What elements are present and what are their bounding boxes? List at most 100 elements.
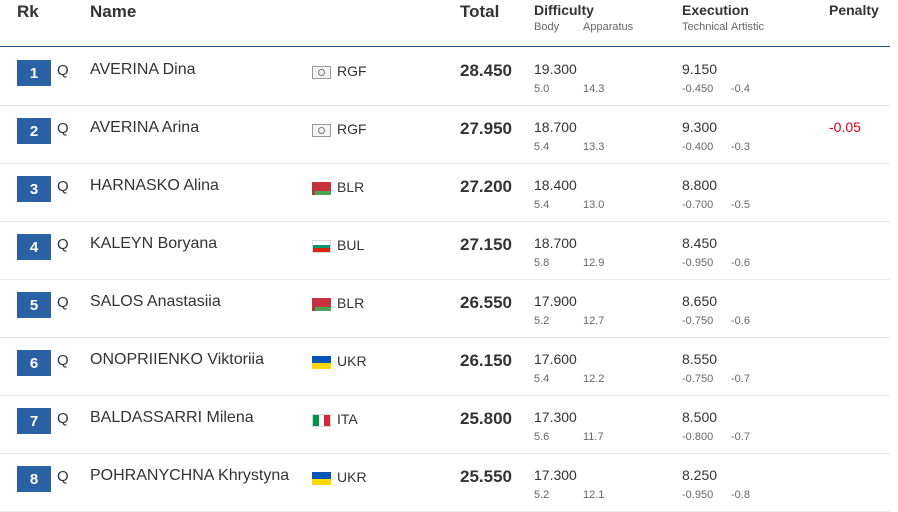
difficulty-score: 18.700 — [534, 235, 577, 251]
noc-code: RGF — [337, 63, 367, 79]
total-score: 27.950 — [460, 119, 512, 138]
technical-score: -0.950 — [682, 257, 714, 269]
ukraine-flag-icon — [312, 472, 331, 485]
artistic-score: -0.3 — [731, 141, 750, 153]
results-header: Rk Name Total Difficulty Body Apparatus … — [0, 0, 890, 47]
execution-score: 8.250 — [682, 467, 718, 483]
technical-score: -0.750 — [682, 315, 714, 327]
total-score: 27.200 — [460, 177, 512, 196]
execution-score: 8.550 — [682, 351, 718, 367]
rank-badge: 8 — [17, 466, 51, 492]
total-score: 25.800 — [460, 409, 512, 428]
qualified-marker: Q — [57, 120, 69, 137]
artistic-score: -0.7 — [731, 373, 750, 385]
technical-score: -0.700 — [682, 199, 714, 211]
body-score: 5.2 — [534, 489, 550, 501]
total-score: 25.550 — [460, 467, 512, 486]
athlete-name[interactable]: ONOPRIIENKO Viktoriia — [90, 351, 264, 368]
apparatus-score: 12.7 — [583, 315, 605, 327]
table-row[interactable]: 5 Q SALOS Anastasiia BLR 26.550 17.900 5.2 12.7… — [0, 280, 890, 338]
apparatus-score: 13.0 — [583, 199, 605, 211]
difficulty-score: 17.300 — [534, 409, 577, 425]
qualified-marker: Q — [57, 352, 69, 369]
rank-badge: 5 — [17, 292, 51, 318]
body-score: 5.8 — [534, 257, 550, 269]
artistic-score: -0.4 — [731, 83, 750, 95]
penalty-column-header[interactable]: Penalty — [829, 2, 879, 18]
belarus-flag-icon — [312, 298, 331, 311]
total-column-header[interactable]: Total — [460, 2, 500, 21]
qualified-marker: Q — [57, 294, 69, 311]
execution-score: 9.300 — [682, 119, 718, 135]
athlete-name[interactable]: AVERINA Arina — [90, 119, 200, 136]
body-score: 5.4 — [534, 141, 550, 153]
noc-code: RGF — [337, 121, 367, 137]
athlete-name[interactable]: BALDASSARRI Milena — [90, 409, 254, 426]
rank-badge: 2 — [17, 118, 51, 144]
qualified-marker: Q — [57, 410, 69, 427]
rank-badge: 4 — [17, 234, 51, 260]
noc-code: BLR — [337, 179, 365, 195]
noc-code: UKR — [337, 353, 367, 369]
body-score: 5.4 — [534, 373, 550, 385]
difficulty-score: 18.400 — [534, 177, 577, 193]
difficulty-column-header[interactable]: Difficulty — [534, 2, 594, 18]
apparatus-score: 13.3 — [583, 141, 605, 153]
athlete-name[interactable]: AVERINA Dina — [90, 61, 196, 78]
table-row[interactable]: 2 Q AVERINA Arina RGF 27.950 18.700 5.4 13.3 9.3… — [0, 106, 890, 164]
italy-flag-icon — [312, 414, 331, 427]
bulgaria-flag-icon — [312, 240, 331, 253]
apparatus-score: 12.1 — [583, 489, 605, 501]
noc-code: BLR — [337, 295, 365, 311]
noc-code: ITA — [337, 411, 358, 427]
apparatus-score: 12.2 — [583, 373, 605, 385]
athlete-name[interactable]: POHRANYCHNA Khrystyna — [90, 467, 290, 484]
difficulty-score: 18.700 — [534, 119, 577, 135]
technical-score: -0.950 — [682, 489, 714, 501]
apparatus-score: 12.9 — [583, 257, 605, 269]
ukraine-flag-icon — [312, 356, 331, 369]
technical-score: -0.750 — [682, 373, 714, 385]
table-row[interactable]: 1 Q AVERINA Dina RGF 28.450 19.300 5.0 14.3 9.15… — [0, 48, 890, 106]
table-row[interactable]: 7 Q BALDASSARRI Milena ITA 25.800 17.300 5.6 11… — [0, 396, 890, 454]
table-row[interactable]: 6 Q ONOPRIIENKO Viktoriia UKR 26.150 17.600 5.… — [0, 338, 890, 396]
execution-score: 9.150 — [682, 61, 718, 77]
artistic-score: -0.6 — [731, 257, 750, 269]
execution-score: 8.500 — [682, 409, 718, 425]
rank-badge: 1 — [17, 60, 51, 86]
apparatus-subheader: Apparatus — [583, 21, 634, 33]
body-score: 5.6 — [534, 431, 550, 443]
technical-score: -0.800 — [682, 431, 714, 443]
artistic-score: -0.6 — [731, 315, 750, 327]
body-score: 5.2 — [534, 315, 550, 327]
execution-column-header[interactable]: Execution — [682, 2, 749, 18]
artistic-score: -0.7 — [731, 431, 750, 443]
athlete-name[interactable]: SALOS Anastasiia — [90, 293, 221, 310]
rank-badge: 7 — [17, 408, 51, 434]
execution-score: 8.450 — [682, 235, 718, 251]
belarus-flag-icon — [312, 182, 331, 195]
qualified-marker: Q — [57, 468, 69, 485]
athlete-name[interactable]: HARNASKO Alina — [90, 177, 219, 194]
rank-badge: 6 — [17, 350, 51, 376]
artistic-score: -0.8 — [731, 489, 750, 501]
table-row[interactable]: 4 Q KALEYN Boryana BUL 27.150 18.700 5.8 12.9 8.… — [0, 222, 890, 280]
difficulty-score: 19.300 — [534, 61, 577, 77]
table-row[interactable]: 8 Q POHRANYCHNA Khrystyna UKR 25.550 17.300 5.… — [0, 454, 890, 512]
name-column-header[interactable]: Name — [90, 2, 137, 21]
difficulty-score: 17.300 — [534, 467, 577, 483]
apparatus-score: 14.3 — [583, 83, 605, 95]
artistic-score: -0.5 — [731, 199, 750, 211]
rgf-flag-icon — [312, 66, 331, 79]
rgf-flag-icon — [312, 124, 331, 137]
rank-column-header[interactable]: Rk — [17, 2, 39, 21]
difficulty-score: 17.900 — [534, 293, 577, 309]
athlete-name[interactable]: KALEYN Boryana — [90, 235, 218, 252]
table-row[interactable]: 3 Q HARNASKO Alina BLR 27.200 18.400 5.4 13.0 8.… — [0, 164, 890, 222]
technical-score: -0.400 — [682, 141, 714, 153]
execution-score: 8.800 — [682, 177, 718, 193]
rank-badge: 3 — [17, 176, 51, 202]
total-score: 27.150 — [460, 235, 512, 254]
artistic-subheader: Artistic — [731, 21, 764, 33]
qualified-marker: Q — [57, 62, 69, 79]
